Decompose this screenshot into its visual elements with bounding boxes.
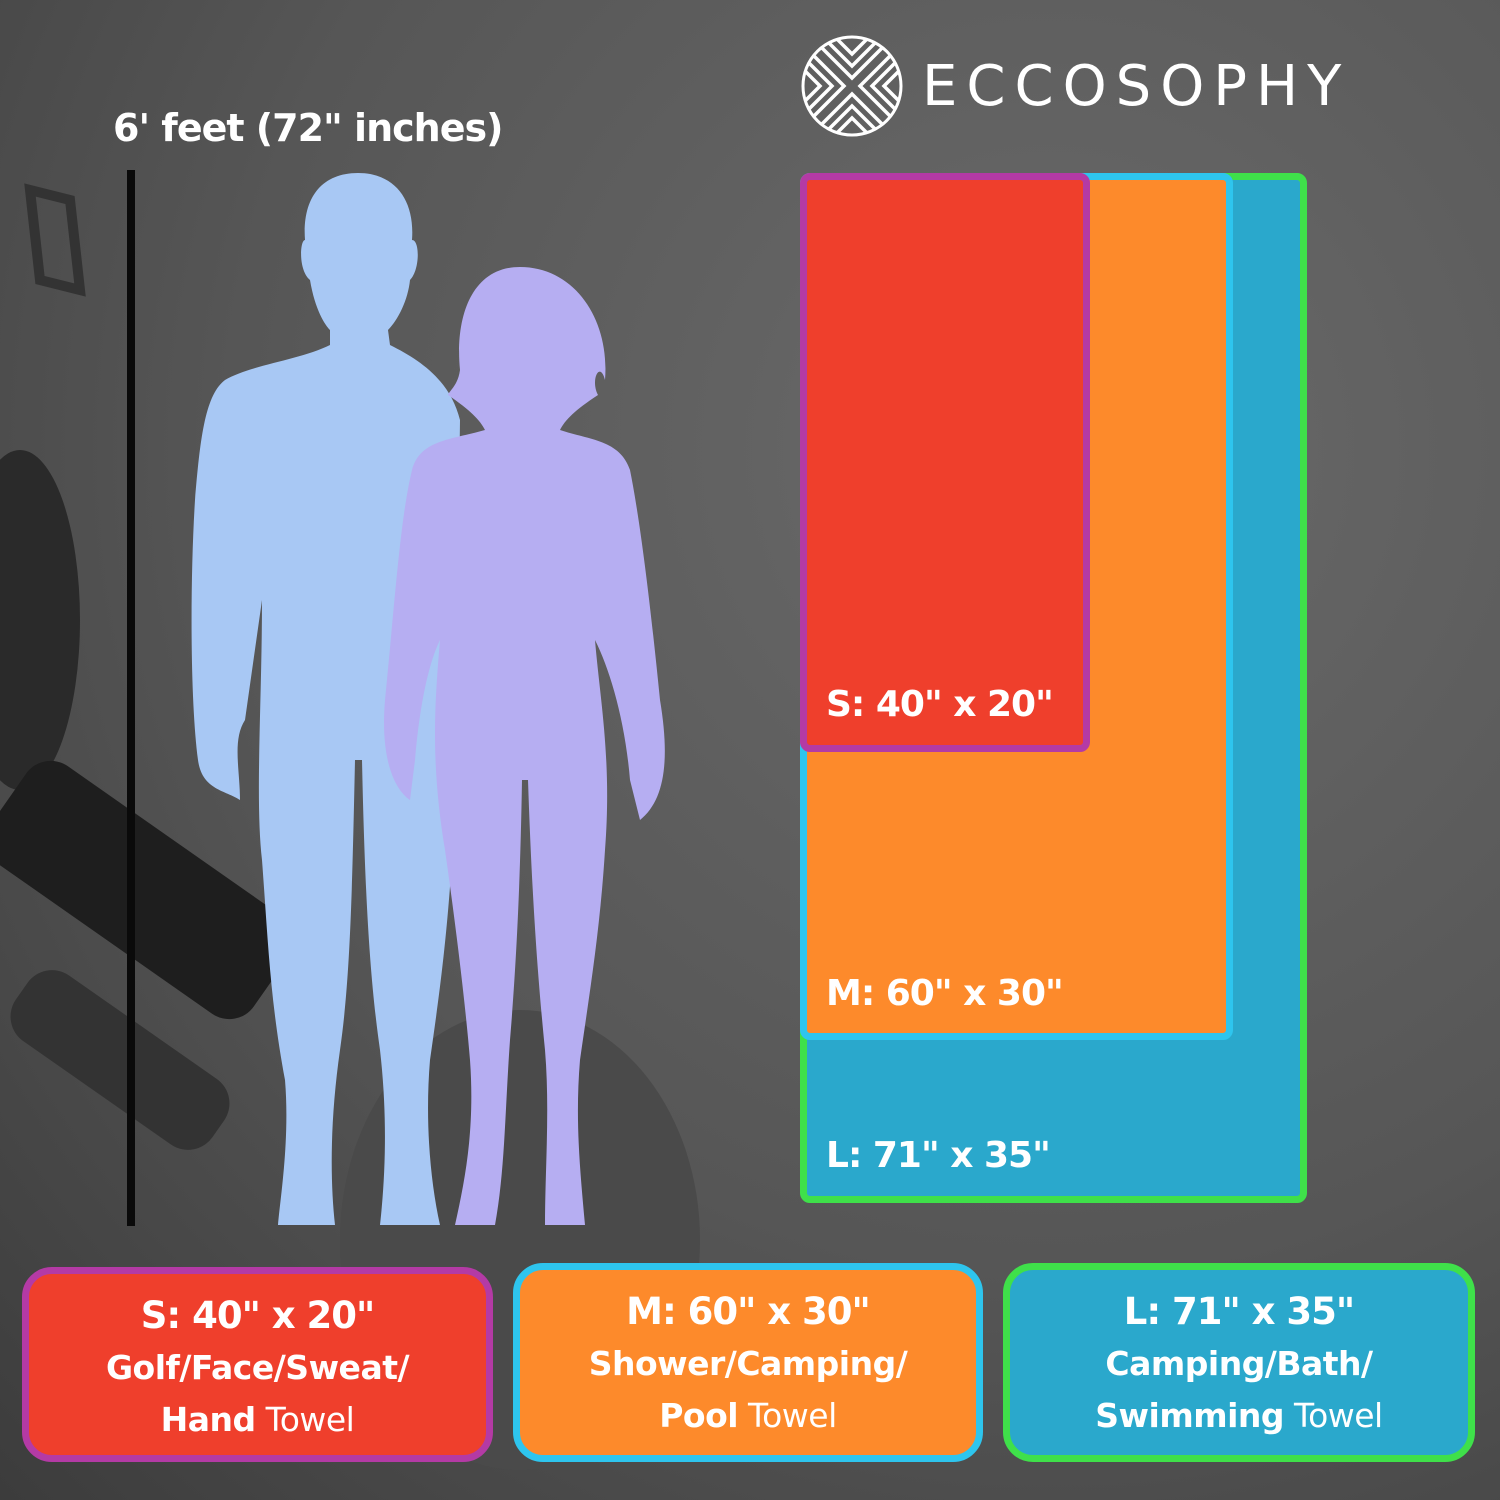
towel-small-outline [800,173,1090,752]
towel-small-label: S: 40" x 20" [826,684,1054,725]
size-card-large: L: 71" x 35" Camping/Bath/Swimming Towel [1003,1263,1475,1462]
card-use-suffix: Towel [255,1400,355,1439]
card-size: M: 60" x 30" [626,1290,871,1333]
height-reference-label: 6' feet (72" inches) [113,106,503,150]
woman-silhouette [384,267,665,1225]
woven-circle-logo-icon [801,35,903,137]
brand-name: ECCOSOPHY [922,53,1351,119]
brand-logo: ECCOSOPHY [800,34,1350,138]
size-card-medium: M: 60" x 30" Shower/Camping/Pool Towel [513,1263,983,1462]
man-silhouette [191,173,460,1225]
card-use-line1: Camping/Bath/ [1105,1344,1373,1383]
card-use-suffix: Towel [738,1396,837,1435]
card-use-bold: Swimming [1095,1396,1285,1435]
size-card-small: S: 40" x 20" Golf/Face/Sweat/Hand Towel [22,1267,493,1462]
card-use: Camping/Bath/Swimming Towel [1010,1338,1468,1442]
towel-medium-label: M: 60" x 30" [826,973,1064,1014]
card-use-bold: Pool [659,1396,739,1435]
card-size: S: 40" x 20" [140,1294,376,1337]
card-use-line1: Golf/Face/Sweat/ [105,1348,410,1387]
card-use-line1: Shower/Camping/ [588,1344,908,1383]
card-use: Shower/Camping/Pool Towel [520,1338,976,1442]
card-use-bold: Hand [160,1400,257,1439]
people-silhouettes [191,173,665,1225]
card-size: L: 71" x 35" [1123,1290,1355,1333]
card-use: Golf/Face/Sweat/Hand Towel [29,1342,486,1446]
card-use-suffix: Towel [1284,1396,1383,1435]
towel-large-label: L: 71" x 35" [826,1135,1051,1176]
height-reference-bar [127,170,135,1226]
